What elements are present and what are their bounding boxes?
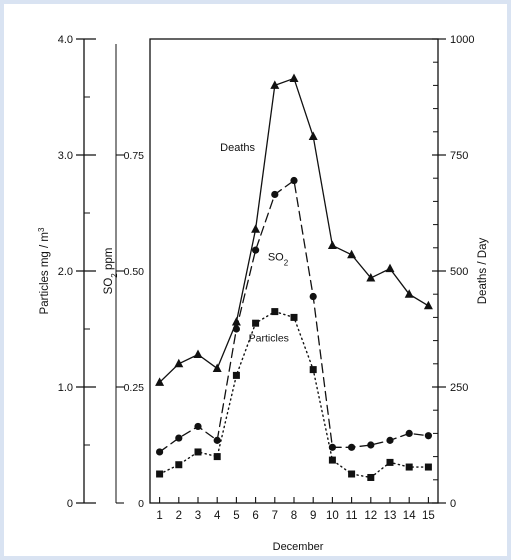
particles-point bbox=[232, 371, 240, 379]
deaths-point bbox=[366, 272, 376, 282]
deaths-point bbox=[308, 131, 318, 140]
so2-point bbox=[252, 246, 260, 254]
deaths-point bbox=[347, 249, 357, 259]
deaths-point bbox=[289, 73, 299, 82]
so2-point bbox=[348, 443, 356, 451]
x-tick-label: 11 bbox=[346, 510, 358, 522]
deaths-point bbox=[212, 363, 222, 372]
deaths-tick-label: 250 bbox=[450, 382, 468, 394]
x-tick-label: 5 bbox=[233, 510, 239, 522]
particles-point bbox=[271, 308, 279, 316]
so2-point bbox=[386, 436, 394, 444]
deaths-point bbox=[423, 300, 433, 310]
so2-point bbox=[405, 429, 413, 437]
particles-tick-label: 3.0 bbox=[58, 150, 73, 162]
x-tick-label: 7 bbox=[272, 510, 278, 522]
x-tick-label: 15 bbox=[422, 510, 435, 522]
particles-point bbox=[386, 458, 394, 466]
deaths-point bbox=[385, 263, 395, 273]
x-tick-label: 14 bbox=[403, 510, 416, 522]
particles-point bbox=[252, 319, 260, 327]
so2-point bbox=[213, 436, 221, 444]
x-tick-label: 12 bbox=[364, 510, 377, 522]
plot-area bbox=[149, 38, 439, 504]
so2-axis-label-part: SO bbox=[103, 278, 115, 295]
so2-series-label-part: 2 bbox=[284, 258, 289, 267]
deaths-tick-label: 500 bbox=[450, 266, 468, 278]
x-tick-label: 9 bbox=[310, 510, 316, 522]
so2-axis-label-part: ppm bbox=[103, 248, 115, 274]
particles-point bbox=[194, 448, 202, 456]
x-tick-label: 8 bbox=[291, 510, 297, 522]
so2-point bbox=[232, 325, 240, 333]
particles-point bbox=[213, 453, 221, 461]
particles-point bbox=[156, 470, 164, 478]
so2-point bbox=[156, 448, 164, 456]
so2-point bbox=[271, 190, 279, 199]
particles-axis-label-part: Particles mg / m bbox=[39, 232, 51, 314]
x-tick-label: 2 bbox=[176, 510, 182, 522]
particles-tick-label: 0 bbox=[67, 498, 73, 510]
particles-point bbox=[328, 456, 336, 464]
deaths-point bbox=[327, 240, 337, 249]
deaths-point bbox=[174, 358, 184, 368]
so2-point bbox=[290, 176, 298, 185]
series-line-deaths bbox=[158, 77, 430, 384]
so2-point bbox=[424, 432, 432, 440]
particles-point bbox=[290, 313, 298, 321]
x-tick-label: 13 bbox=[384, 510, 397, 522]
particles-point bbox=[348, 470, 356, 478]
particles-point bbox=[424, 463, 432, 471]
deaths-point bbox=[231, 317, 241, 326]
x-tick-label: 4 bbox=[214, 510, 221, 522]
deaths-tick-label: 750 bbox=[450, 150, 468, 162]
particles-point bbox=[405, 463, 413, 471]
so2-point bbox=[194, 422, 202, 431]
particles-series-label: Particles bbox=[249, 333, 289, 345]
so2-point bbox=[367, 441, 375, 449]
particles-point bbox=[367, 473, 375, 481]
x-axis-label: December bbox=[273, 541, 324, 553]
deaths-point bbox=[251, 224, 261, 233]
deaths-tick-label: 1000 bbox=[450, 34, 474, 46]
deaths-tick-label: 0 bbox=[450, 498, 456, 510]
so2-tick-label: 0.75 bbox=[124, 150, 145, 162]
particles-axis-label: Particles mg / m3 bbox=[37, 227, 52, 314]
deaths-point bbox=[193, 349, 203, 359]
so2-axis-label: SO2 ppm bbox=[103, 248, 119, 295]
so2-tick-label: 0 bbox=[138, 498, 144, 510]
particles-tick-label: 4.0 bbox=[58, 34, 73, 46]
x-tick-label: 1 bbox=[156, 510, 162, 522]
so2-point bbox=[328, 443, 336, 451]
deaths-point bbox=[155, 377, 165, 386]
x-tick-label: 10 bbox=[326, 510, 339, 522]
so2-series-label: SO2 bbox=[268, 252, 289, 268]
particles-point bbox=[175, 461, 183, 469]
so2-series-label-part: SO bbox=[268, 252, 284, 264]
so2-point bbox=[175, 434, 183, 442]
deaths-axis-label-part: Deaths / Day bbox=[477, 238, 489, 305]
deaths-point bbox=[270, 80, 280, 89]
so2-tick-label: 0.50 bbox=[124, 266, 145, 278]
particles-point bbox=[309, 366, 317, 374]
so2-point bbox=[309, 292, 317, 301]
particles-tick-label: 1.0 bbox=[58, 382, 73, 394]
so2-tick-label: 0.25 bbox=[124, 382, 145, 394]
particles-tick-label: 2.0 bbox=[58, 266, 73, 278]
x-tick-label: 6 bbox=[252, 510, 258, 522]
deaths-axis-label: Deaths / Day bbox=[477, 238, 489, 305]
deaths-series-label: Deaths bbox=[220, 142, 255, 154]
deaths-point bbox=[404, 289, 414, 298]
so2-axis-label-part: 2 bbox=[110, 273, 119, 278]
london-smog-chart: 0 1.0 2.0 3.0 4.0 0 0.25 0.50 0.75 0 250 500 750 1000… bbox=[37, 34, 490, 553]
particles-axis-label-part: 3 bbox=[37, 227, 46, 232]
x-tick-label: 3 bbox=[195, 510, 201, 522]
